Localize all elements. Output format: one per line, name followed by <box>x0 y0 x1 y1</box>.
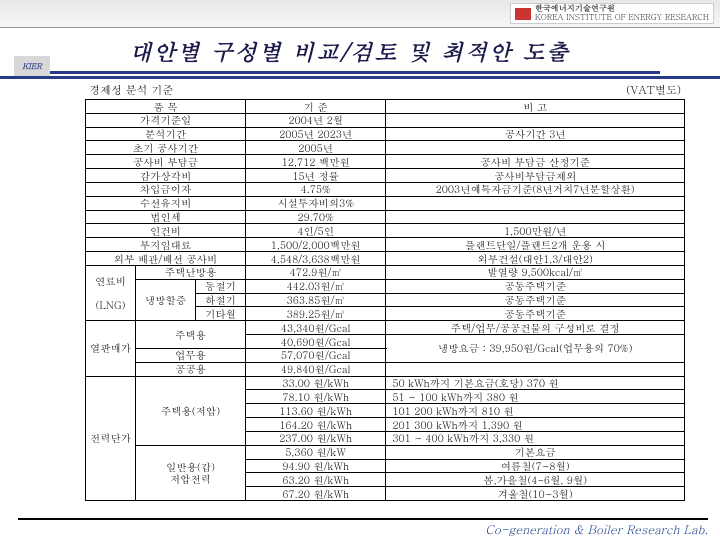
table-row: 열판매가 주택용 43,340원/Gcal 주택/업무/공공건물의 구성비로 결… <box>86 321 685 335</box>
col-header: 품 목 <box>86 100 246 114</box>
table-caption: 경제성 분석 기준 (VAT별도) <box>85 83 685 99</box>
caption-right: (VAT별도) <box>626 83 681 98</box>
table-row: 가격기준일2004년 2월 <box>86 113 685 127</box>
table-row: 초기 공사기간2005년 <box>86 141 685 155</box>
table-row: 수선유지비시설투자비의3% <box>86 196 685 210</box>
table-row: 전력단가 주택용(저압) 33.00 원/kWh 50 kWh까지 기본요금(호… <box>86 376 685 390</box>
caption-left: 경제성 분석 기준 <box>89 83 173 98</box>
content-area: 경제성 분석 기준 (VAT별도) 품 목 기 준 비 고 가격기준일2004년… <box>0 83 720 501</box>
fuel-group: 연료비(LNG) <box>86 265 136 320</box>
table-row: 공공용49,840원/Gcal <box>86 362 685 376</box>
kier-logo-icon: KIER <box>14 56 50 76</box>
table-row: 연료비(LNG) 주택난방용 472.9원/㎥ 발열량 9,500kcal/㎥ <box>86 265 685 279</box>
org-name-en: KOREA INSTITUTE OF ENERGY RESEARCH <box>535 14 709 23</box>
analysis-table: 품 목 기 준 비 고 가격기준일2004년 2월 분석기간2005년 2023… <box>85 99 685 501</box>
col-header: 비 고 <box>386 100 685 114</box>
org-logo-icon <box>515 8 531 20</box>
table-row: 공사비 부담금12,712 백만원공사비 부담금 산정기준 <box>86 155 685 169</box>
table-row: 외부 배관/배선 공사비4,548/3,638백만원외부건설(대안1,3/대안2… <box>86 252 685 266</box>
org-badge: 한국에너지기술연구원 KOREA INSTITUTE OF ENERGY RES… <box>510 3 714 25</box>
table-row: 일반용(갑)저압전력 5,360 원/kW 기본요금 <box>86 445 685 459</box>
table-row: 분석기간2005년 2023년공사기간 3년 <box>86 127 685 141</box>
table-row: 냉방할증 동절기 442.03원/㎥ 공동주택기준 <box>86 279 685 293</box>
table-row: 법인세29.70% <box>86 210 685 224</box>
table-row: 차입금이자4.75%2003년예특자금기준(8년거치7년분할상환) <box>86 182 685 196</box>
table-row: 품 목 기 준 비 고 <box>86 100 685 114</box>
page-title: 대안별 구성별 비교/검토 및 최적안 도출 <box>40 32 660 74</box>
table-row: 부지임대료1,500/2,000백만원플랜트단일/플랜트2개 운용 시 <box>86 238 685 252</box>
table-row: 감가상각비15년 정률공사비부담금제외 <box>86 169 685 183</box>
top-bar: 한국에너지기술연구원 KOREA INSTITUTE OF ENERGY RES… <box>0 0 720 28</box>
footer-text: Co-generation & Boiler Research Lab. <box>18 518 708 538</box>
elec-group2: 일반용(갑)저압전력 <box>136 445 246 500</box>
table-row: 인건비4인/5인1,500만원/년 <box>86 224 685 238</box>
title-underline <box>0 76 720 79</box>
col-header: 기 준 <box>246 100 386 114</box>
